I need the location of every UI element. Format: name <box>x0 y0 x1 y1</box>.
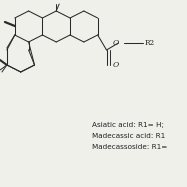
Text: Madecassoside: R1=: Madecassoside: R1= <box>92 144 167 150</box>
Text: Madecassic acid: R1: Madecassic acid: R1 <box>92 133 165 139</box>
Text: R2: R2 <box>145 39 155 47</box>
Text: O: O <box>112 39 119 47</box>
Text: O: O <box>112 61 119 69</box>
Text: Asiatic acid: R1= H;: Asiatic acid: R1= H; <box>92 122 164 128</box>
